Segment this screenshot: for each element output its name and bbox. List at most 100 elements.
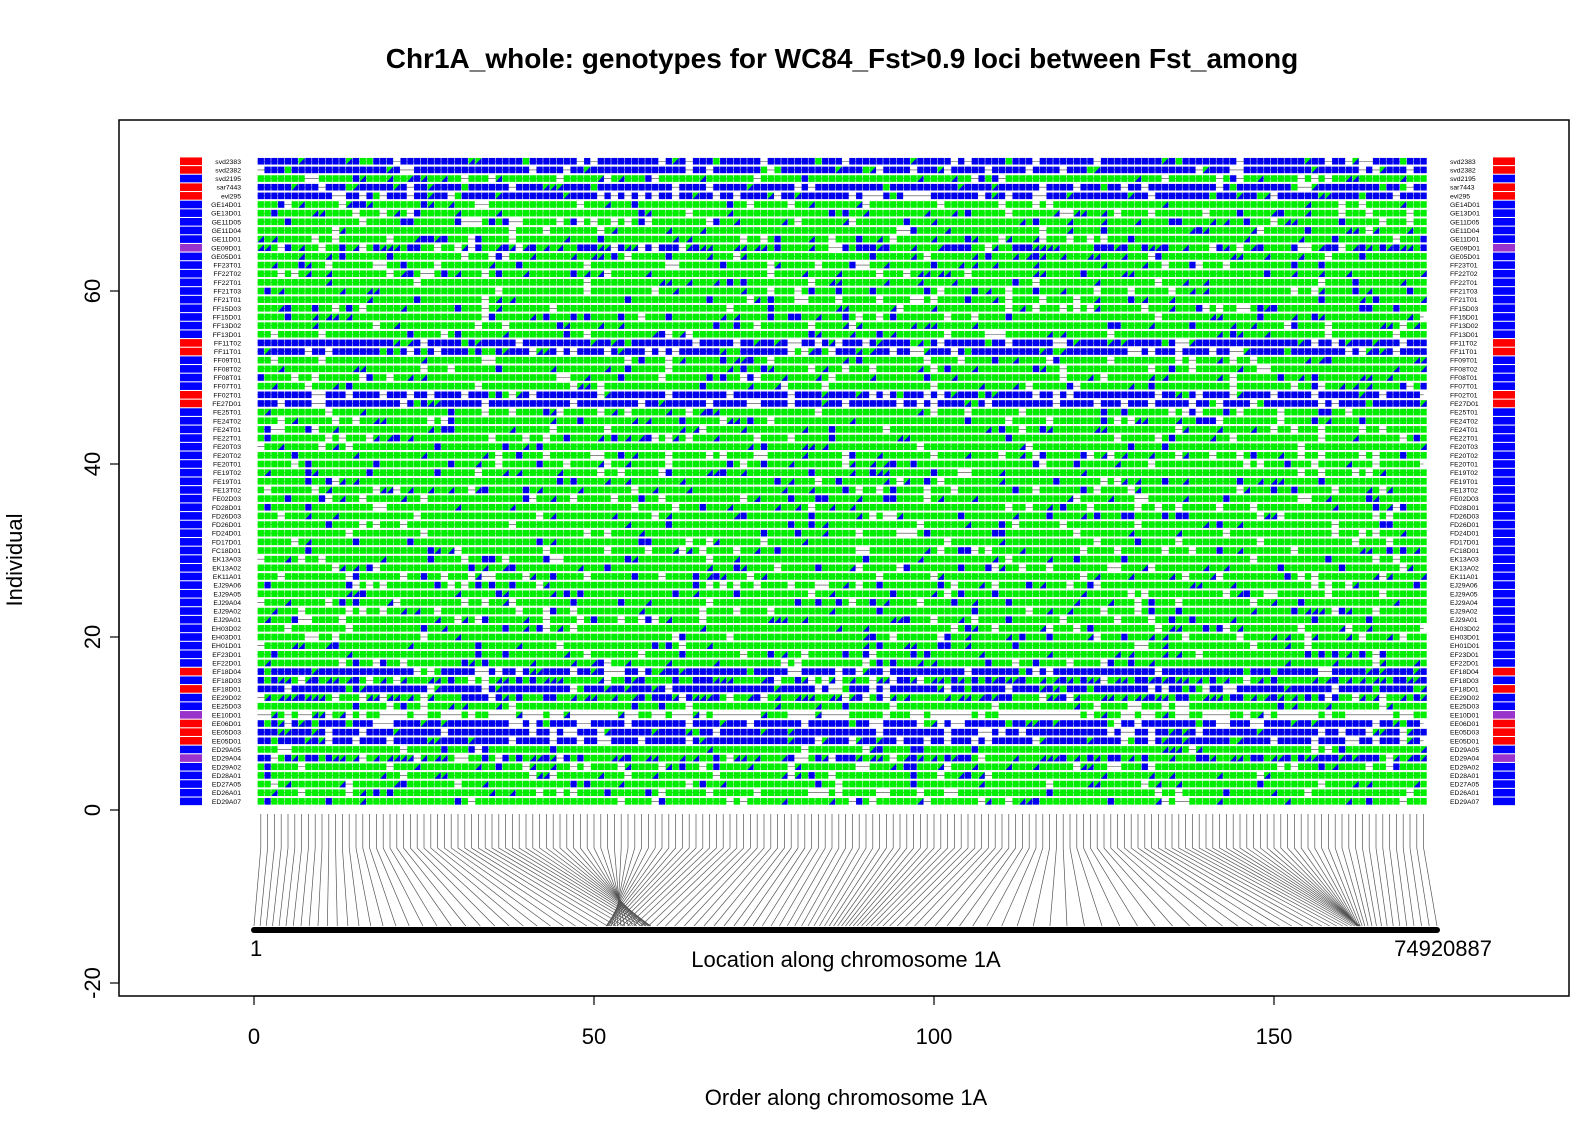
genotype-cell (1148, 201, 1155, 208)
genotype-cell (815, 279, 822, 286)
genotype-cell (1304, 330, 1312, 338)
genotype-cell (910, 374, 917, 381)
genotype-cell (1189, 313, 1196, 321)
genotype-cell (271, 227, 278, 234)
genotype-cell (563, 227, 570, 234)
genotype-cell (346, 218, 353, 226)
genotype-cell (1420, 183, 1427, 191)
genotype-cell (284, 374, 292, 381)
genotype-cell (339, 391, 346, 399)
genotype-cell-het (563, 322, 570, 329)
genotype-cell (1202, 339, 1210, 347)
genotype-cell (706, 305, 713, 312)
genotype-cell (1284, 279, 1291, 286)
genotype-cell (958, 227, 965, 234)
genotype-cell-het (924, 209, 931, 217)
genotype-cell (883, 209, 890, 217)
genotype-cell (631, 313, 638, 321)
genotype-cell (1080, 391, 1087, 399)
genotype-cell (1270, 365, 1278, 373)
genotype-cell (373, 400, 380, 407)
genotype-cell (679, 382, 686, 390)
genotype-cell (1209, 235, 1216, 243)
genotype-cell (1270, 400, 1278, 407)
genotype-cell (1318, 166, 1325, 174)
genotype-cell (876, 365, 883, 373)
genotype-cell (393, 391, 400, 399)
genotype-cell (1019, 244, 1026, 252)
genotype-cell (522, 382, 530, 390)
genotype-cell (373, 365, 380, 373)
genotype-cell (1311, 296, 1318, 303)
genotype-cell (645, 279, 652, 286)
genotype-cell (1039, 261, 1046, 269)
genotype-cell (359, 296, 366, 303)
genotype-cell (862, 305, 870, 312)
genotype-cell (1053, 305, 1060, 312)
genotype-cell (1284, 270, 1291, 277)
genotype-cell (400, 183, 407, 191)
genotype-cell (822, 244, 829, 252)
genotype-cell (611, 253, 618, 260)
genotype-cell (1162, 270, 1169, 277)
genotype-cell-het (672, 287, 679, 295)
genotype-cell (733, 166, 740, 174)
genotype-cell (971, 374, 978, 381)
genotype-cell (964, 244, 972, 252)
genotype-cell-het (924, 322, 931, 329)
genotype-cell (835, 356, 842, 364)
genotype-cell (1250, 209, 1257, 217)
genotype-cell (883, 322, 890, 329)
genotype-cell (692, 348, 700, 355)
genotype-cell (1352, 296, 1359, 303)
genotype-cell (930, 339, 938, 347)
genotype-cell (1311, 313, 1318, 321)
genotype-cell (332, 348, 339, 355)
genotype-cell (1080, 348, 1087, 355)
genotype-cell (1359, 218, 1366, 226)
genotype-cell (740, 348, 747, 355)
genotype-cell (876, 157, 883, 165)
genotype-cell (903, 287, 910, 295)
genotype-cell (665, 348, 672, 355)
genotype-cell (1128, 192, 1135, 200)
genotype-cell (740, 400, 747, 407)
genotype-cell (482, 261, 489, 269)
genotype-cell (1060, 218, 1067, 226)
genotype-cell (822, 235, 829, 243)
genotype-cell-het (1223, 218, 1230, 226)
genotype-cell (692, 218, 700, 226)
genotype-cell (1114, 365, 1121, 373)
genotype-cell (740, 253, 747, 260)
genotype-cell (842, 192, 849, 200)
genotype-cell (1162, 322, 1169, 329)
genotype-cell (611, 209, 618, 217)
genotype-cell (264, 287, 271, 295)
genotype-cell (1345, 365, 1352, 373)
genotype-cell (1196, 313, 1203, 321)
genotype-cell (815, 382, 822, 390)
genotype-cell (1257, 391, 1264, 399)
genotype-cell-het (1420, 270, 1427, 277)
genotype-cell (305, 192, 312, 200)
genotype-cell-het (1100, 218, 1108, 226)
genotype-cell (1236, 339, 1244, 347)
genotype-cell (1134, 157, 1142, 165)
genotype-cell-het (1182, 279, 1189, 286)
genotype-cell (590, 348, 598, 355)
genotype-cell (516, 330, 523, 338)
genotype-cell (373, 330, 380, 338)
genotype-cell (407, 201, 414, 208)
genotype-cell (1223, 244, 1230, 252)
genotype-cell (1121, 305, 1128, 312)
genotype-cell (312, 348, 319, 355)
genotype-cell (679, 201, 686, 208)
genotype-cell (1291, 227, 1298, 234)
genotype-cell (1100, 330, 1108, 338)
genotype-cell (747, 192, 754, 200)
genotype-cell (1345, 330, 1352, 338)
genotype-cell (1026, 287, 1033, 295)
genotype-cell (414, 270, 421, 277)
genotype-cell-het (407, 374, 414, 381)
genotype-cell-het (835, 270, 842, 277)
